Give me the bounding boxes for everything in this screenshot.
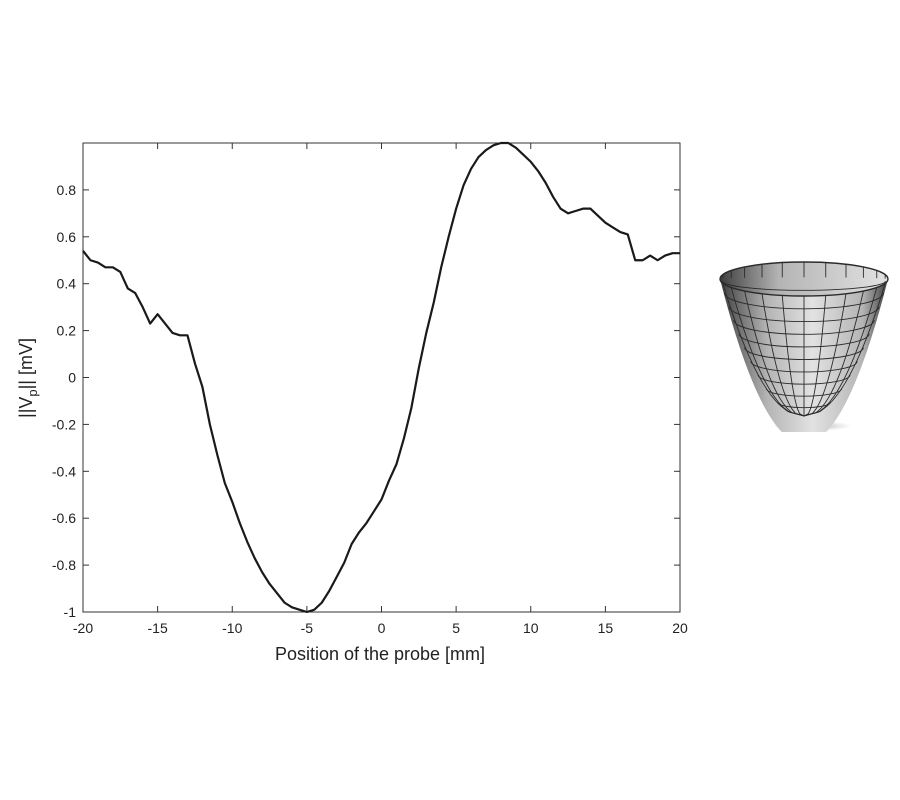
y-tick-label: 0.4 xyxy=(57,276,77,292)
x-tick-label: -20 xyxy=(73,620,93,636)
bowl-meridian-line xyxy=(803,287,878,417)
x-tick-label: 10 xyxy=(523,620,539,636)
series-line xyxy=(82,141,680,614)
chart-axes xyxy=(82,142,681,613)
x-axis-title: Position of the probe [mm] xyxy=(275,644,485,664)
bowl-rim-edge xyxy=(719,261,889,297)
bowl-meridian-line xyxy=(744,290,805,417)
bowl-meridian-line xyxy=(730,287,805,417)
ventricle-bowl-figure xyxy=(719,261,889,432)
bowl-meridian-line xyxy=(761,293,805,417)
y-tick-label: 0.2 xyxy=(57,323,77,339)
y-axis-title-suffix: || [mV] xyxy=(16,338,36,389)
x-tick-label: 15 xyxy=(598,620,614,636)
x-tick-label: -10 xyxy=(222,620,242,636)
y-tick-label: -0.8 xyxy=(52,557,76,573)
y-tick-label: -1 xyxy=(64,604,77,620)
bowl-meridian-line xyxy=(803,283,886,417)
x-tick-label: 5 xyxy=(452,620,460,636)
y-tick-label: 0.8 xyxy=(57,182,77,198)
y-axis-title-subscript: p xyxy=(25,389,40,396)
y-tick-label: -0.2 xyxy=(52,416,76,432)
x-tick-label: -15 xyxy=(148,620,168,636)
plot-frame xyxy=(82,142,681,613)
y-axis-ticks: -1 -0.8 -0.6 -0.4 -0.2 0 0.2 0.4 0.6 0.8 xyxy=(52,182,680,620)
x-axis-ticks: -20 -15 -10 -5 0 5 10 15 20 xyxy=(73,143,688,636)
x-tick-label: 0 xyxy=(378,620,386,636)
bowl-meridian-line xyxy=(803,290,864,417)
bowl-meridian-line xyxy=(722,283,805,417)
x-tick-label: 20 xyxy=(672,620,688,636)
bowl-inner-ring-line xyxy=(722,280,886,291)
x-tick-label: -5 xyxy=(301,620,314,636)
y-tick-label: 0.6 xyxy=(57,229,77,245)
y-tick-label: 0 xyxy=(68,370,76,386)
bowl-mesh-lines xyxy=(722,283,886,417)
bowl-meridian-line xyxy=(803,295,827,417)
y-axis-title: ||Vp|| [mV] xyxy=(16,338,40,418)
bowl-meridian-line xyxy=(781,295,805,417)
bowl-inner-mesh xyxy=(722,262,886,291)
bowl-meridian-line xyxy=(803,293,847,417)
y-tick-label: -0.4 xyxy=(52,463,76,479)
y-tick-label: -0.6 xyxy=(52,510,76,526)
y-axis-title-main: ||V xyxy=(16,397,36,418)
